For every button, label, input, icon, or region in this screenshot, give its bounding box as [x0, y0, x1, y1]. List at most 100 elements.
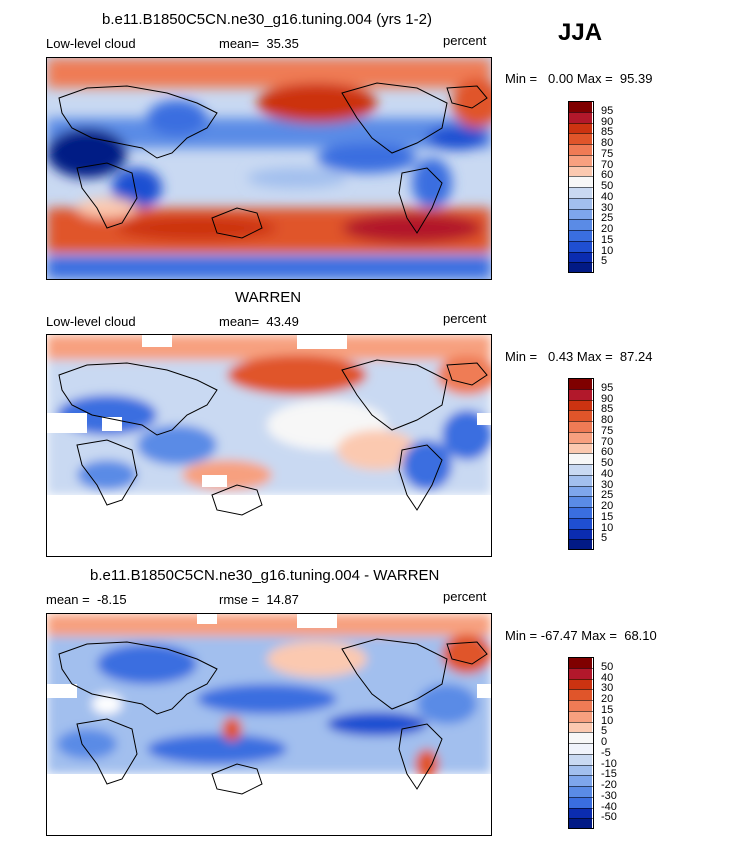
- colorbar-tick: [568, 700, 594, 701]
- colorbar-cell: [568, 262, 592, 274]
- colorbar-tick: [568, 786, 594, 787]
- colorbar-tick: [568, 539, 594, 541]
- colorbar-cell: [568, 122, 592, 134]
- colorbar-cell: [568, 700, 592, 711]
- colorbar-frame: [568, 657, 594, 829]
- colorbar-cell: [568, 240, 592, 252]
- colorbar-tick: [568, 732, 594, 734]
- colorbar-label: 75: [601, 424, 614, 437]
- colorbar-label: -10: [601, 757, 617, 770]
- colorbar-tick: [568, 796, 594, 798]
- colorbar-tick: [568, 474, 594, 476]
- colorbar-cell: [568, 144, 592, 155]
- colorbar-label: 50: [601, 180, 614, 192]
- colorbar-tick: [568, 442, 594, 444]
- colorbar-label: 70: [601, 158, 614, 171]
- colorbar-cell: [568, 431, 592, 443]
- colorbar-cell: [568, 464, 592, 475]
- colorbar-label: -15: [601, 768, 617, 781]
- colorbar-label: 90: [601, 115, 614, 128]
- panel-3-mean-label: mean = -8.15: [46, 592, 127, 607]
- colorbar-frame: [568, 101, 594, 273]
- colorbar-cell: [568, 388, 592, 400]
- colorbar-label: 10: [601, 521, 614, 534]
- colorbar-tick: [568, 219, 594, 221]
- colorbar-tick: [568, 753, 594, 755]
- colorbar-cell: [568, 187, 592, 198]
- colorbar-label: 50: [601, 457, 614, 469]
- panel-2-variable-label: Low-level cloud: [46, 314, 136, 329]
- colorbar-cell: [568, 667, 592, 679]
- colorbar-tick: [568, 689, 594, 691]
- colorbar-label: -50: [601, 811, 617, 824]
- colorbar-cell: [568, 197, 592, 209]
- panel-1-map-field: [47, 58, 491, 279]
- colorbar-tick: [568, 496, 594, 498]
- colorbar-cell: [568, 528, 592, 540]
- colorbar-label: 5: [601, 532, 608, 545]
- colorbar-tick: [568, 410, 594, 412]
- colorbar-tick: [568, 154, 594, 156]
- panel-3-rmse-label: rmse = 14.87: [219, 592, 299, 607]
- panel-2-map-field: [47, 335, 491, 556]
- panel-1-title: b.e11.B1850C5CN.ne30_g16.tuning.004 (yrs…: [102, 11, 432, 28]
- colorbar-tick: [568, 743, 594, 744]
- colorbar-cell: [568, 421, 592, 432]
- colorbar-cell: [568, 378, 592, 389]
- colorbar-label: 25: [601, 212, 614, 225]
- colorbar-label: 75: [601, 147, 614, 160]
- colorbar-cell: [568, 710, 592, 722]
- colorbar-cell: [568, 818, 592, 830]
- colorbar-label: 20: [601, 223, 614, 235]
- colorbar-label: 0: [601, 736, 608, 748]
- colorbar-label: 5: [601, 255, 608, 268]
- colorbar-tick: [568, 764, 594, 766]
- colorbar-label: 10: [601, 244, 614, 257]
- colorbar-cell: [568, 165, 592, 177]
- colorbar-tick: [568, 197, 594, 199]
- colorbar-cell: [568, 743, 592, 754]
- colorbar-tick: [568, 165, 594, 167]
- colorbar-tick: [568, 528, 594, 530]
- colorbar-cell: [568, 133, 592, 145]
- colorbar-label: 30: [601, 682, 614, 695]
- colorbar-label: 60: [601, 446, 614, 459]
- colorbar-cell: [568, 442, 592, 454]
- colorbar-tick: [568, 262, 594, 264]
- colorbar-label: 30: [601, 478, 614, 491]
- colorbar-cell: [568, 219, 592, 231]
- colorbar-label: 85: [601, 403, 614, 416]
- colorbar-label: 85: [601, 126, 614, 139]
- colorbar-label: -40: [601, 800, 617, 813]
- colorbar-label: 20: [601, 693, 614, 705]
- colorbar-label: 90: [601, 392, 614, 405]
- panel-3-minmax: Min = -67.47 Max = 68.10: [505, 628, 657, 643]
- panel-1-colorbar: 95 90 85 80 75 70 60 50 40 30 25 20 15 10 5: [568, 101, 613, 274]
- colorbar-tick: [568, 464, 594, 465]
- colorbar-cell: [568, 208, 592, 220]
- colorbar-tick: [568, 507, 594, 508]
- colorbar-cell: [568, 732, 592, 744]
- panel-3-title: b.e11.B1850C5CN.ne30_g16.tuning.004 - WA…: [90, 567, 440, 584]
- colorbar-label: 40: [601, 671, 614, 684]
- colorbar-cell: [568, 657, 592, 668]
- panel-3-map: [46, 613, 492, 836]
- colorbar-tick: [568, 122, 594, 124]
- colorbar-cell: [568, 539, 592, 551]
- colorbar-cell: [568, 678, 592, 690]
- panel-2-minmax: Min = 0.43 Max = 87.24: [505, 349, 653, 364]
- colorbar-tick: [568, 431, 594, 433]
- panel-1-mean-label: mean= 35.35: [219, 36, 299, 51]
- panel-1-units-label: percent: [443, 33, 487, 48]
- colorbar-label: 5: [601, 725, 608, 738]
- colorbar-cell: [568, 796, 592, 808]
- colorbar-cell: [568, 485, 592, 497]
- colorbar-tick: [568, 187, 594, 188]
- panel-2-units-label: percent: [443, 311, 487, 326]
- colorbar-tick: [568, 485, 594, 487]
- colorbar-tick: [568, 710, 594, 712]
- colorbar-tick: [568, 230, 594, 231]
- colorbar-cell: [568, 753, 592, 765]
- colorbar-tick: [568, 133, 594, 135]
- colorbar-label: 15: [601, 703, 614, 716]
